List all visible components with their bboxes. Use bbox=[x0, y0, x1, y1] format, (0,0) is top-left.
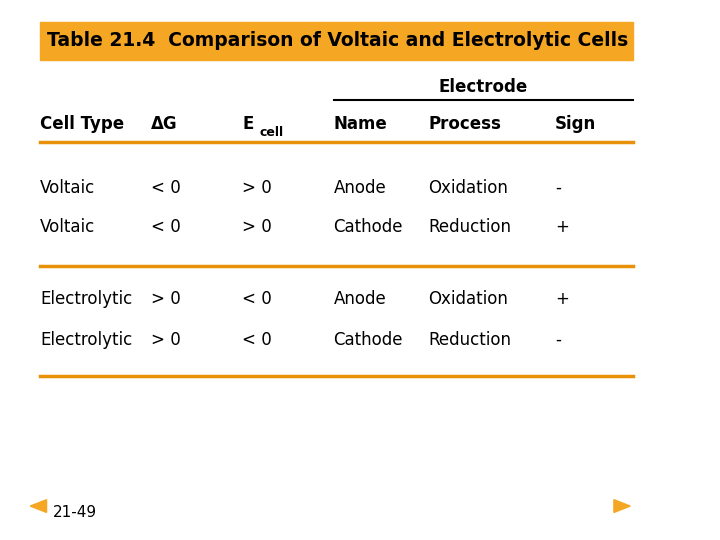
Text: < 0: < 0 bbox=[151, 219, 181, 237]
Text: Anode: Anode bbox=[333, 290, 386, 308]
Text: +: + bbox=[555, 290, 569, 308]
Text: +: + bbox=[555, 219, 569, 237]
Text: Anode: Anode bbox=[333, 179, 386, 197]
Text: Cathode: Cathode bbox=[333, 331, 403, 349]
Text: Reduction: Reduction bbox=[428, 219, 511, 237]
Text: cell: cell bbox=[260, 126, 284, 139]
Text: Voltaic: Voltaic bbox=[40, 219, 95, 237]
Text: Table 21.4  Comparison of Voltaic and Electrolytic Cells: Table 21.4 Comparison of Voltaic and Ele… bbox=[47, 31, 628, 50]
Text: Electrode: Electrode bbox=[439, 78, 528, 96]
Text: E: E bbox=[242, 115, 253, 133]
Polygon shape bbox=[614, 500, 630, 512]
Text: < 0: < 0 bbox=[151, 179, 181, 197]
Text: Electrolytic: Electrolytic bbox=[40, 290, 132, 308]
Text: > 0: > 0 bbox=[242, 219, 272, 237]
Text: ΔG: ΔG bbox=[151, 115, 178, 133]
Text: Name: Name bbox=[333, 115, 387, 133]
Text: Reduction: Reduction bbox=[428, 331, 511, 349]
Text: > 0: > 0 bbox=[151, 331, 181, 349]
Text: -: - bbox=[555, 179, 561, 197]
Text: Cathode: Cathode bbox=[333, 219, 403, 237]
Polygon shape bbox=[30, 500, 47, 512]
Text: -: - bbox=[555, 331, 561, 349]
Text: < 0: < 0 bbox=[242, 331, 272, 349]
Text: Cell Type: Cell Type bbox=[40, 115, 124, 133]
Text: > 0: > 0 bbox=[151, 290, 181, 308]
Text: Voltaic: Voltaic bbox=[40, 179, 95, 197]
Text: Sign: Sign bbox=[555, 115, 596, 133]
Text: > 0: > 0 bbox=[242, 179, 272, 197]
Text: Process: Process bbox=[428, 115, 501, 133]
Text: 21-49: 21-49 bbox=[53, 505, 97, 521]
FancyBboxPatch shape bbox=[40, 22, 634, 60]
Text: Electrolytic: Electrolytic bbox=[40, 331, 132, 349]
Text: Oxidation: Oxidation bbox=[428, 179, 508, 197]
Text: Oxidation: Oxidation bbox=[428, 290, 508, 308]
Text: < 0: < 0 bbox=[242, 290, 272, 308]
